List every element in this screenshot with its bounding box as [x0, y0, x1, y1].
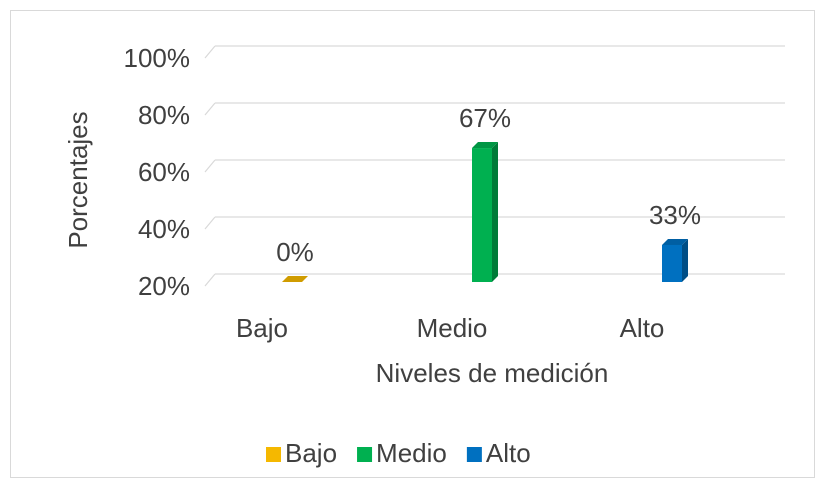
- legend-label: Medio: [376, 438, 447, 468]
- bar: [472, 142, 498, 282]
- bar-face: [662, 244, 682, 282]
- y-axis-label: Porcentajes: [63, 111, 93, 248]
- bar: [282, 276, 308, 282]
- y-tick-label: 100%: [124, 43, 191, 73]
- bar-face: [472, 148, 492, 282]
- bar-face: [472, 142, 498, 149]
- bar-face: [492, 142, 498, 282]
- legend-label: Alto: [486, 438, 531, 468]
- grid-line: [204, 159, 785, 173]
- bar-face: [682, 238, 688, 282]
- bar-face: [662, 238, 688, 245]
- grid-line: [204, 216, 785, 230]
- legend-swatch: [266, 447, 281, 462]
- x-axis-label: Niveles de medición: [376, 358, 609, 388]
- x-tick-label: Medio: [417, 313, 488, 343]
- bar-face: [282, 276, 308, 282]
- x-tick-label: Bajo: [236, 313, 288, 343]
- y-tick-label: 80%: [138, 100, 190, 130]
- data-label: 0%: [276, 237, 314, 267]
- data-label: 67%: [459, 103, 511, 133]
- y-tick-label: 40%: [138, 214, 190, 244]
- x-tick-label: Alto: [620, 313, 665, 343]
- data-label: 33%: [649, 200, 701, 230]
- chart-border: [10, 10, 815, 478]
- grid-line: [204, 273, 785, 287]
- legend-label: Bajo: [285, 438, 337, 468]
- y-tick-label: 20%: [138, 271, 190, 301]
- bar: [662, 238, 688, 282]
- legend-swatch: [357, 447, 373, 462]
- grid-line: [204, 45, 785, 59]
- legend-swatch: [466, 447, 482, 462]
- grid-line: [204, 102, 785, 116]
- y-tick-label: 60%: [138, 157, 190, 187]
